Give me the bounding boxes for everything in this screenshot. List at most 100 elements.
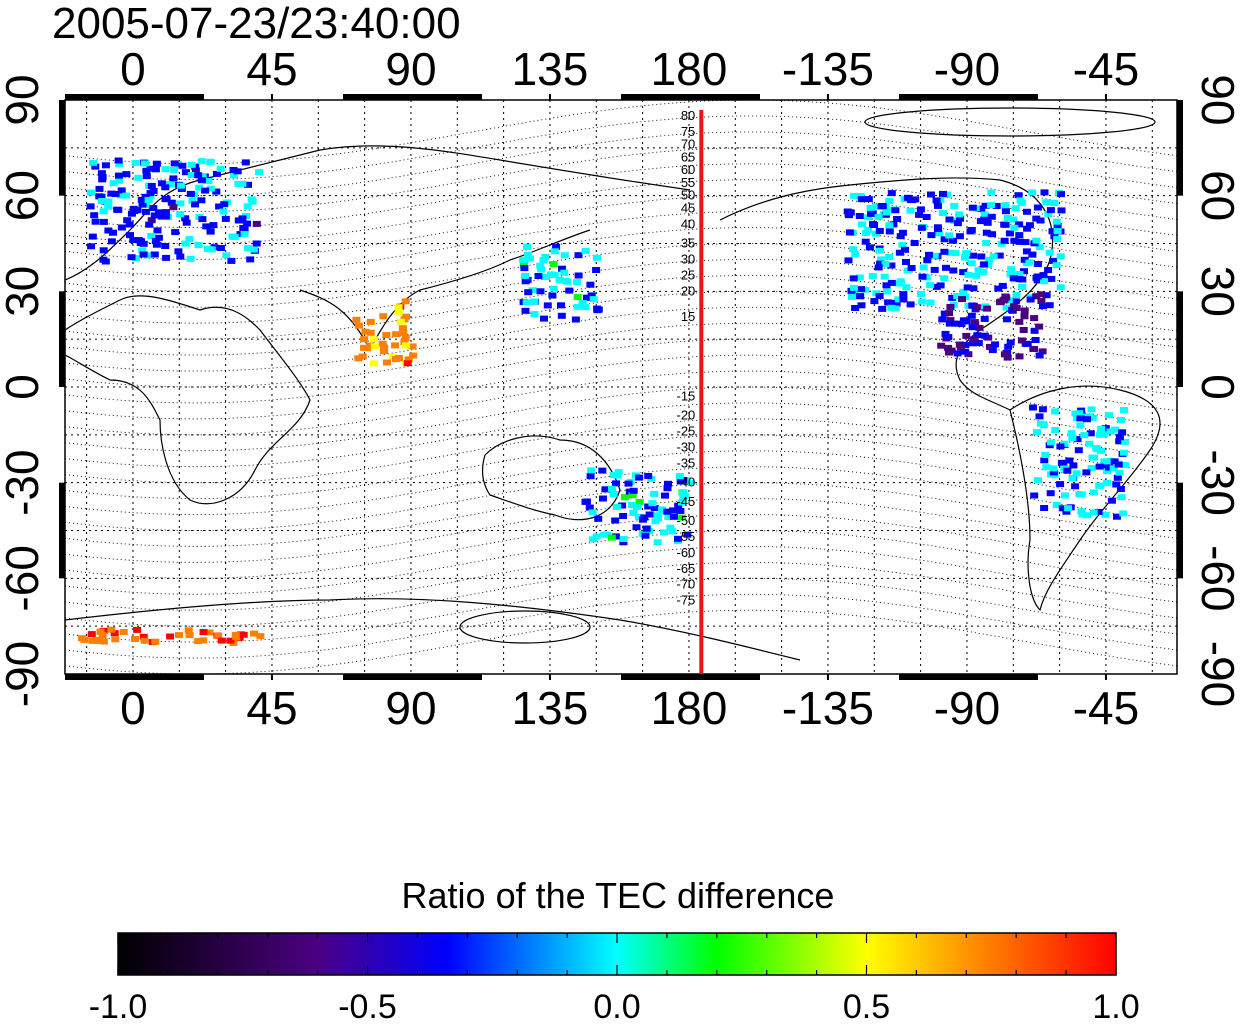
- tec-pixel: [946, 249, 955, 256]
- tec-pixel: [578, 300, 587, 306]
- tec-pixel: [1040, 278, 1048, 285]
- tec-pixel: [930, 266, 939, 273]
- tec-pixel: [382, 332, 391, 338]
- tec-pixel: [98, 173, 107, 180]
- tec-pixel: [249, 246, 258, 253]
- tec-pixel: [1039, 272, 1048, 279]
- tec-pixel: [194, 638, 203, 645]
- tec-pixel: [1028, 189, 1037, 196]
- x-tick-label-top: 135: [512, 43, 589, 95]
- tec-pixel: [571, 316, 580, 323]
- mlat-label: 75: [681, 124, 695, 139]
- x-tick-label-bottom: -45: [1073, 682, 1139, 734]
- tec-pixel: [1100, 458, 1109, 465]
- colorbar-tick-label: 1.0: [1092, 988, 1139, 1024]
- tec-pixel: [891, 207, 900, 214]
- tec-pixel: [980, 332, 989, 339]
- tec-pixel: [229, 172, 238, 179]
- tec-pixel: [99, 638, 108, 645]
- tec-pixel: [683, 531, 692, 538]
- tec-pixel: [201, 187, 210, 194]
- tec-pixel: [360, 336, 369, 343]
- tec-pixel: [619, 539, 628, 546]
- tec-pixel: [236, 231, 245, 238]
- tec-pixel: [226, 637, 235, 644]
- tec-pixel: [1053, 228, 1062, 235]
- tec-pixel: [137, 196, 146, 203]
- tec-pixel: [1106, 428, 1115, 435]
- tec-pixel: [88, 637, 97, 644]
- tec-pixel: [932, 197, 941, 204]
- mlat-contour: [65, 227, 1177, 292]
- tec-pixel: [612, 480, 620, 487]
- tec-pixel: [1097, 447, 1105, 454]
- tec-pixel: [98, 632, 107, 639]
- tec-pixel: [1037, 291, 1046, 298]
- tec-pixel: [975, 324, 984, 331]
- tec-pixel: [962, 250, 971, 257]
- y-tick-label-left: -90: [0, 641, 48, 707]
- tec-pixel: [523, 251, 532, 258]
- tec-pixel: [945, 216, 954, 223]
- tec-pixel: [191, 201, 200, 208]
- tec-pixel: [857, 302, 866, 309]
- tec-pixel: [142, 167, 151, 174]
- tec-pixel: [851, 251, 860, 258]
- tec-pixel: [1033, 277, 1042, 284]
- tec-pixel: [147, 183, 156, 189]
- mlat-contour: [65, 243, 1177, 308]
- tec-pixel: [934, 202, 942, 209]
- tec-pixel: [1049, 465, 1058, 472]
- tec-pixel: [936, 282, 945, 289]
- tec-pixel: [170, 160, 179, 167]
- tec-pixel: [396, 318, 405, 325]
- tec-pixel: [1020, 313, 1029, 320]
- tec-pixel: [175, 632, 183, 639]
- tec-pixel: [524, 289, 533, 296]
- tec-pixel: [845, 212, 853, 219]
- tec-pixel: [619, 513, 628, 519]
- x-tick-label-bottom: 90: [385, 682, 436, 734]
- tec-pixel: [110, 630, 119, 637]
- tec-pixel: [142, 173, 151, 180]
- south-magnetic-pole-contour: [459, 610, 591, 644]
- tec-pixel: [669, 507, 677, 514]
- tec-pixel: [152, 241, 161, 248]
- tec-pixel: [1056, 443, 1065, 450]
- tec-pixel: [1012, 292, 1021, 298]
- mlat-contour: [65, 545, 1177, 611]
- tec-pixel: [161, 196, 170, 202]
- tec-pixel: [176, 182, 185, 189]
- tec-pixel: [228, 233, 237, 240]
- tec-pixel: [843, 208, 852, 215]
- tec-pixel: [1069, 462, 1078, 469]
- tec-pixel: [1087, 406, 1096, 413]
- tec-pixel: [1035, 323, 1044, 330]
- tec-pixel: [611, 533, 620, 540]
- tec-pixel: [366, 329, 375, 336]
- tec-pixel: [1050, 200, 1059, 206]
- tec-pixel: [366, 318, 375, 325]
- y-tick-label-left: -60: [0, 545, 48, 611]
- tec-pixel: [101, 162, 110, 169]
- tec-pixel: [609, 472, 618, 478]
- tec-pixel: [540, 315, 548, 322]
- tec-pixel: [644, 503, 653, 510]
- tec-pixel: [205, 629, 214, 636]
- tec-pixel: [1003, 354, 1012, 361]
- tec-pixel: [1009, 275, 1018, 282]
- tec-pixel: [1118, 429, 1127, 436]
- tec-pixel: [1082, 469, 1091, 476]
- tec-pixel: [162, 254, 171, 261]
- tec-pixel: [653, 512, 662, 519]
- tec-pixel: [95, 185, 104, 192]
- tec-pixel: [861, 286, 870, 293]
- tec-pixel: [198, 173, 207, 180]
- tec-pixel: [138, 247, 147, 254]
- tec-pixel: [154, 234, 163, 241]
- tec-pixel: [898, 229, 907, 236]
- tec-pixel: [243, 203, 252, 210]
- lon-bar-top: [65, 94, 204, 100]
- tec-pixel: [528, 287, 537, 294]
- tec-pixel: [181, 240, 190, 247]
